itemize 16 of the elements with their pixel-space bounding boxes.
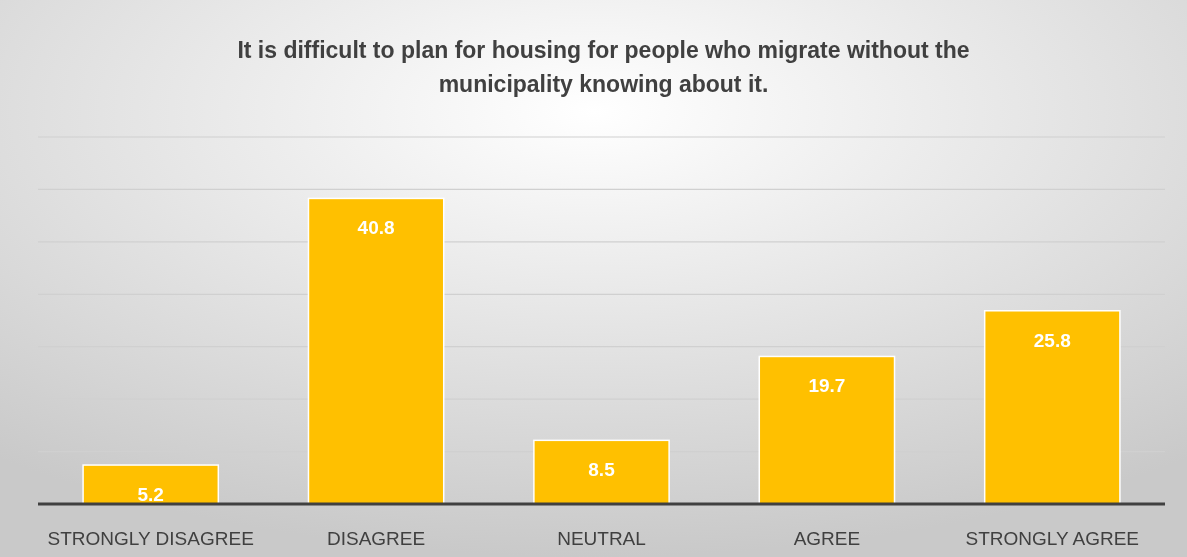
- data-label: 19.7: [808, 375, 846, 397]
- data-label: 8.5: [588, 459, 616, 481]
- data-label: 25.8: [1033, 329, 1071, 351]
- data-label: 40.8: [357, 217, 395, 239]
- data-label: 5.2: [137, 484, 164, 506]
- x-tick-label: STRONGLY DISAGREE: [47, 528, 254, 549]
- bar: [758, 355, 896, 505]
- bar: [307, 197, 445, 505]
- x-tick-label: STRONGLY AGREE: [965, 528, 1140, 549]
- x-tick-label: DISAGREE: [327, 528, 426, 549]
- x-tick-label: AGREE: [793, 528, 861, 549]
- bar: [983, 310, 1121, 505]
- bar: [82, 464, 220, 505]
- x-tick-label: NEUTRAL: [557, 528, 646, 549]
- bar: [533, 439, 670, 505]
- chart-title: It is difficult to plan for housing for people who migrate without the municipality knowing about it.: [237, 37, 970, 97]
